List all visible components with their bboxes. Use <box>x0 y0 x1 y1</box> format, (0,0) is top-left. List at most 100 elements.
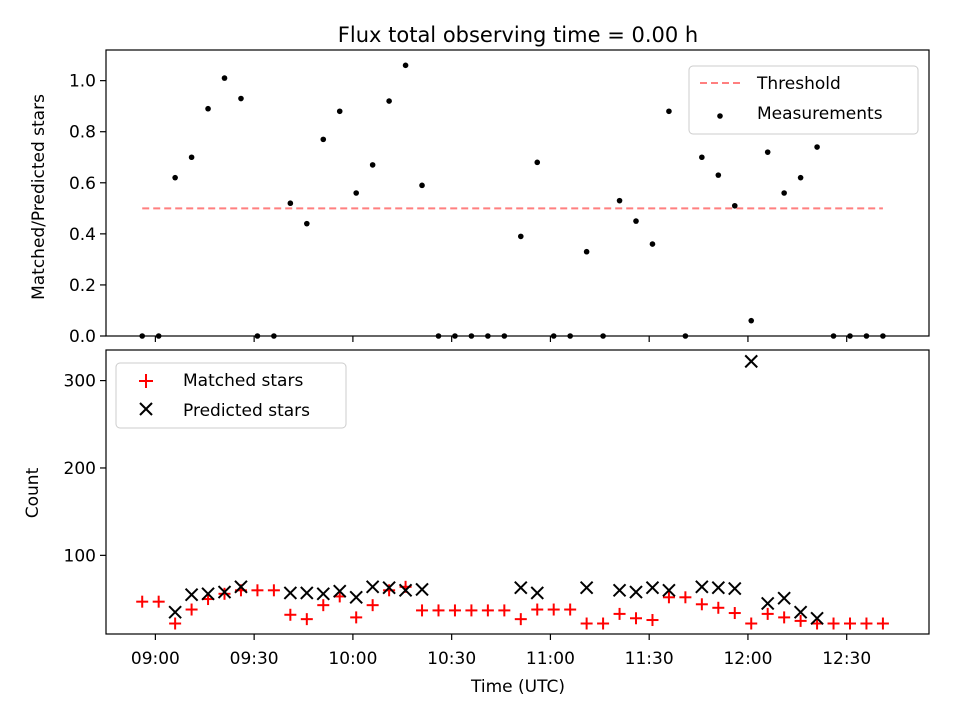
predicted-star-point <box>283 586 298 600</box>
count-legend-box <box>115 362 347 429</box>
x-tick-label: 09:30 <box>230 649 279 669</box>
matched-star-point <box>185 603 198 616</box>
measurement-point <box>304 220 310 227</box>
x-tick-label: 11:30 <box>625 649 674 669</box>
predicted-star-point <box>744 354 758 369</box>
predicted-star-point <box>793 605 808 619</box>
measurement-point <box>583 248 590 255</box>
matched-star-point <box>662 591 675 604</box>
measurement-point <box>238 95 244 102</box>
matched-star-point <box>646 614 659 627</box>
x-tick-label: 12:00 <box>723 649 772 669</box>
predicted-star-point <box>629 585 643 599</box>
predicted-star-point <box>579 580 594 595</box>
predicted-star-point <box>645 580 660 595</box>
matched-star-point <box>827 617 840 630</box>
ratio-panel: 0.0 0.2 0.4 0.6 0.8 1.0 Matched/Predicted sta… <box>29 49 930 347</box>
ratio-legend-box <box>688 65 919 135</box>
matched-star-point <box>843 617 856 630</box>
matched-star-point <box>416 604 429 617</box>
matched-star-point <box>300 613 313 626</box>
predicted-star-point <box>333 584 347 598</box>
matched-star-point <box>531 603 544 616</box>
matched-star-point <box>465 604 478 617</box>
count-panel-frame <box>105 349 930 635</box>
matched-star-point <box>745 617 758 630</box>
matched-star-point <box>317 599 330 612</box>
predicted-star-point <box>810 611 824 625</box>
x-tick-label: 12:30 <box>822 649 871 669</box>
ratio-panel-frame <box>105 49 930 337</box>
measurement-point <box>797 174 804 181</box>
measurement-point <box>172 174 178 181</box>
matched-star-point <box>432 604 445 617</box>
count-y-tick-label: 300 <box>64 372 96 392</box>
predicted-star-point <box>300 586 314 600</box>
matched-star-point <box>498 604 511 617</box>
count-x-axis: 09:00 09:30 10:00 10:30 11:00 11:30 12:00 12:30 <box>131 634 871 669</box>
count-panel: 100 200 300 09:00 09:30 10:00 10:30 11:00 11:30… <box>23 349 930 697</box>
predicted-star-point <box>695 580 709 594</box>
legend-matched-label: Matched stars <box>183 371 303 391</box>
x-tick-label: 10:00 <box>328 649 377 669</box>
predicted-star-point <box>217 585 232 599</box>
matched-star-point <box>728 607 741 620</box>
ratio-y-tick-label: 0.0 <box>69 327 96 347</box>
count-legend: Matched stars Predicted stars <box>115 362 347 429</box>
measurement-point <box>369 162 376 168</box>
ratio-y-tick-label: 0.6 <box>69 174 96 194</box>
count-plot-area <box>136 354 889 630</box>
matched-star-point <box>218 587 231 600</box>
matched-star-point <box>876 617 889 630</box>
matched-star-point <box>564 603 577 616</box>
measurement-point <box>188 154 195 161</box>
matched-star-point <box>794 614 807 627</box>
matched-star-point <box>481 604 494 617</box>
measurement-point <box>649 241 656 247</box>
matched-star-point <box>679 591 692 604</box>
matched-star-point <box>597 617 610 630</box>
predicted-star-point <box>365 580 380 594</box>
ratio-legend: Threshold Measurements <box>688 65 919 135</box>
matched-star-point <box>860 617 873 630</box>
matched-star-point <box>350 611 363 624</box>
matched-star-point <box>514 613 527 626</box>
matched-star-point <box>169 617 182 630</box>
matched-star-point <box>778 611 791 624</box>
x-tick-label: 09:00 <box>131 649 180 669</box>
predicted-star-point <box>514 580 528 595</box>
predicted-star-point <box>349 590 363 605</box>
ratio-y-tick-label: 1.0 <box>69 72 96 92</box>
measurement-point <box>419 182 425 189</box>
count-y-axis: 100 200 300 <box>64 372 106 566</box>
x-tick-label: 10:30 <box>427 649 476 669</box>
predicted-star-point <box>777 591 791 605</box>
matched-star-point <box>580 617 593 630</box>
measurement-point <box>353 190 359 196</box>
measurement-point <box>320 136 327 143</box>
matched-star-point <box>448 604 461 617</box>
measurement-point <box>666 108 672 115</box>
ratio-y-axis: 0.0 0.2 0.4 0.6 0.8 1.0 <box>69 72 106 347</box>
matched-star-point <box>136 595 149 608</box>
x-axis-title: Time (UTC) <box>470 677 565 697</box>
ratio-y-tick-label: 0.4 <box>69 225 96 245</box>
measurement-point <box>517 233 524 240</box>
measurement-point <box>731 202 738 209</box>
predicted-star-point <box>316 587 330 601</box>
legend-predicted-swatch <box>139 402 153 416</box>
predicted-star-point <box>612 583 627 598</box>
legend-measurements-label: Measurements <box>757 104 883 124</box>
predicted-star-point <box>728 581 742 596</box>
x-tick-label: 11:00 <box>526 649 575 669</box>
measurement-point <box>287 200 294 207</box>
measurement-point <box>205 105 211 112</box>
measurement-point <box>386 98 392 104</box>
predicted-star-point <box>168 605 182 619</box>
predicted-star-point <box>201 587 215 601</box>
measurement-point <box>748 317 755 324</box>
matched-star-point <box>695 598 708 611</box>
predicted-star-point <box>234 580 248 594</box>
measurement-point <box>616 197 623 204</box>
